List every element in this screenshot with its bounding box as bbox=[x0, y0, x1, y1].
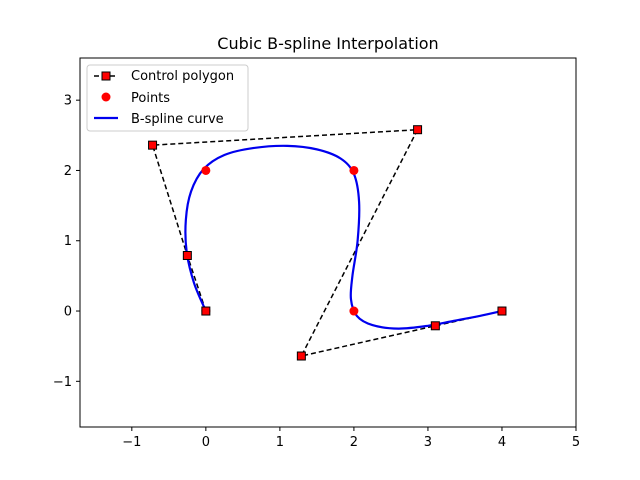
x-axis: −1 0 1 2 3 4 5 bbox=[122, 427, 580, 450]
legend-label-control-polygon: Control polygon bbox=[131, 69, 234, 84]
y-axis: −1 0 1 2 3 bbox=[53, 94, 80, 390]
y-tick-label: 1 bbox=[64, 234, 72, 249]
point-marker bbox=[349, 165, 359, 175]
y-tick-label: 3 bbox=[64, 94, 72, 109]
x-tick-label: 3 bbox=[424, 435, 432, 450]
x-tick-label: 4 bbox=[498, 435, 506, 450]
legend-marker-control-polygon bbox=[101, 71, 111, 81]
control-point-marker bbox=[430, 321, 440, 331]
control-point-marker bbox=[296, 351, 306, 361]
plot-frame bbox=[79, 57, 577, 428]
y-tick-label: 0 bbox=[64, 305, 72, 320]
point-marker bbox=[201, 165, 211, 175]
legend-box bbox=[86, 64, 249, 132]
legend-label-points: Points bbox=[131, 91, 170, 106]
control-point-marker bbox=[182, 251, 192, 261]
chart-title: Cubic B-spline Interpolation bbox=[217, 34, 438, 53]
series-layer bbox=[148, 125, 507, 361]
point-marker bbox=[349, 306, 359, 316]
x-tick-label: 1 bbox=[276, 435, 284, 450]
x-tick-label: −1 bbox=[122, 435, 141, 450]
x-tick-label: 2 bbox=[350, 435, 358, 450]
control-point-marker bbox=[413, 125, 423, 135]
y-tick-label: −1 bbox=[53, 375, 72, 390]
x-tick-label: 0 bbox=[202, 435, 210, 450]
legend-entry-control-polygon: Control polygon bbox=[94, 69, 234, 84]
legend-entry-points: Points bbox=[101, 91, 170, 106]
y-tick-label: 2 bbox=[64, 164, 72, 179]
legend-label-b-spline-curve: B-spline curve bbox=[131, 112, 224, 127]
control-point-marker bbox=[497, 306, 507, 316]
legend-marker-points bbox=[101, 92, 111, 102]
control-point-marker bbox=[148, 140, 158, 150]
legend-entry-b-spline-curve: B-spline curve bbox=[94, 112, 224, 127]
x-tick-label: 5 bbox=[572, 435, 580, 450]
legend: Control polygon Points B-spline curve bbox=[86, 64, 249, 132]
control-point-marker bbox=[201, 306, 211, 316]
